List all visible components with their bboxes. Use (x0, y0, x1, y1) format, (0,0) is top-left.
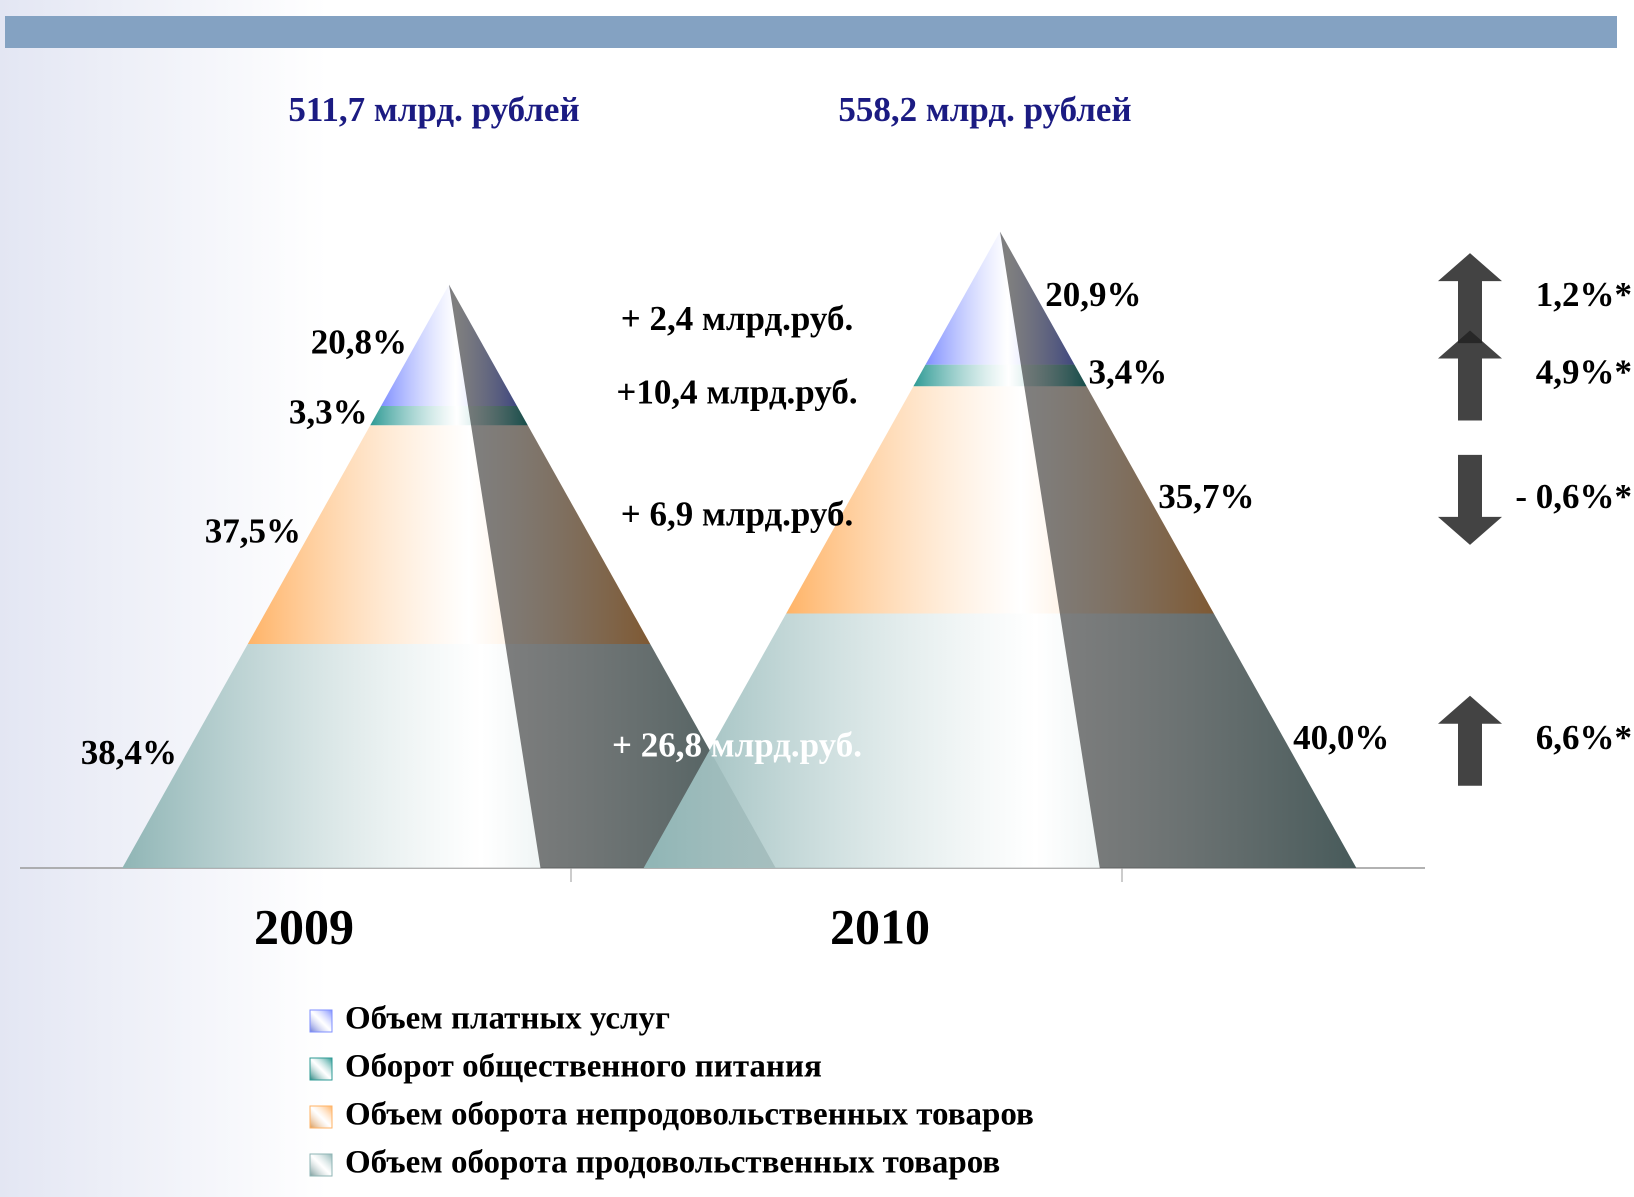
growth-label: 6,6%* (1536, 718, 1632, 757)
x-tick-label: 2009 (254, 898, 354, 954)
growth-label: 4,9%* (1536, 352, 1632, 391)
legend-swatch (309, 1057, 333, 1081)
change-label: + 26,8 млрд.руб. (612, 725, 862, 764)
value-label: 20,8% (311, 322, 407, 361)
legend-label: Оборот общественного питания (345, 1049, 822, 1085)
growth-arrow (1438, 253, 1502, 344)
x-tick-label: 2010 (830, 898, 930, 954)
value-label: 37,5% (205, 512, 301, 551)
legend-swatch (309, 1105, 333, 1129)
change-label: + 6,9 млрд.руб. (621, 494, 853, 533)
pyramid-shadow-face (1000, 231, 1357, 869)
value-label: 35,7% (1158, 477, 1254, 516)
change-label: +10,4 млрд.руб. (616, 373, 857, 412)
growth-arrow (1438, 454, 1502, 545)
value-label: 20,9% (1045, 275, 1141, 314)
total-label: 558,2 млрд. рублей (838, 90, 1131, 129)
legend-swatch (309, 1009, 333, 1033)
growth-label: - 0,6%* (1515, 477, 1632, 516)
value-label: 3,3% (289, 393, 368, 432)
value-label: 3,4% (1089, 352, 1168, 391)
value-label: 40,0% (1293, 718, 1389, 757)
change-label: + 2,4 млрд.руб. (621, 299, 853, 338)
header-bar (5, 16, 1617, 48)
legend-label: Объем оборота непродовольственных товаро… (345, 1097, 1034, 1133)
legend-label: Объем платных услуг (345, 1001, 670, 1037)
value-label: 38,4% (81, 733, 177, 772)
pyramid-shadow-face (449, 284, 776, 868)
legend-label: Объем оборота продовольственных товаров (345, 1145, 1000, 1181)
legend-swatch (309, 1153, 333, 1177)
growth-arrow (1438, 330, 1502, 421)
growth-label: 1,2%* (1536, 275, 1632, 314)
growth-arrow (1438, 695, 1502, 786)
total-label: 511,7 млрд. рублей (288, 90, 579, 129)
